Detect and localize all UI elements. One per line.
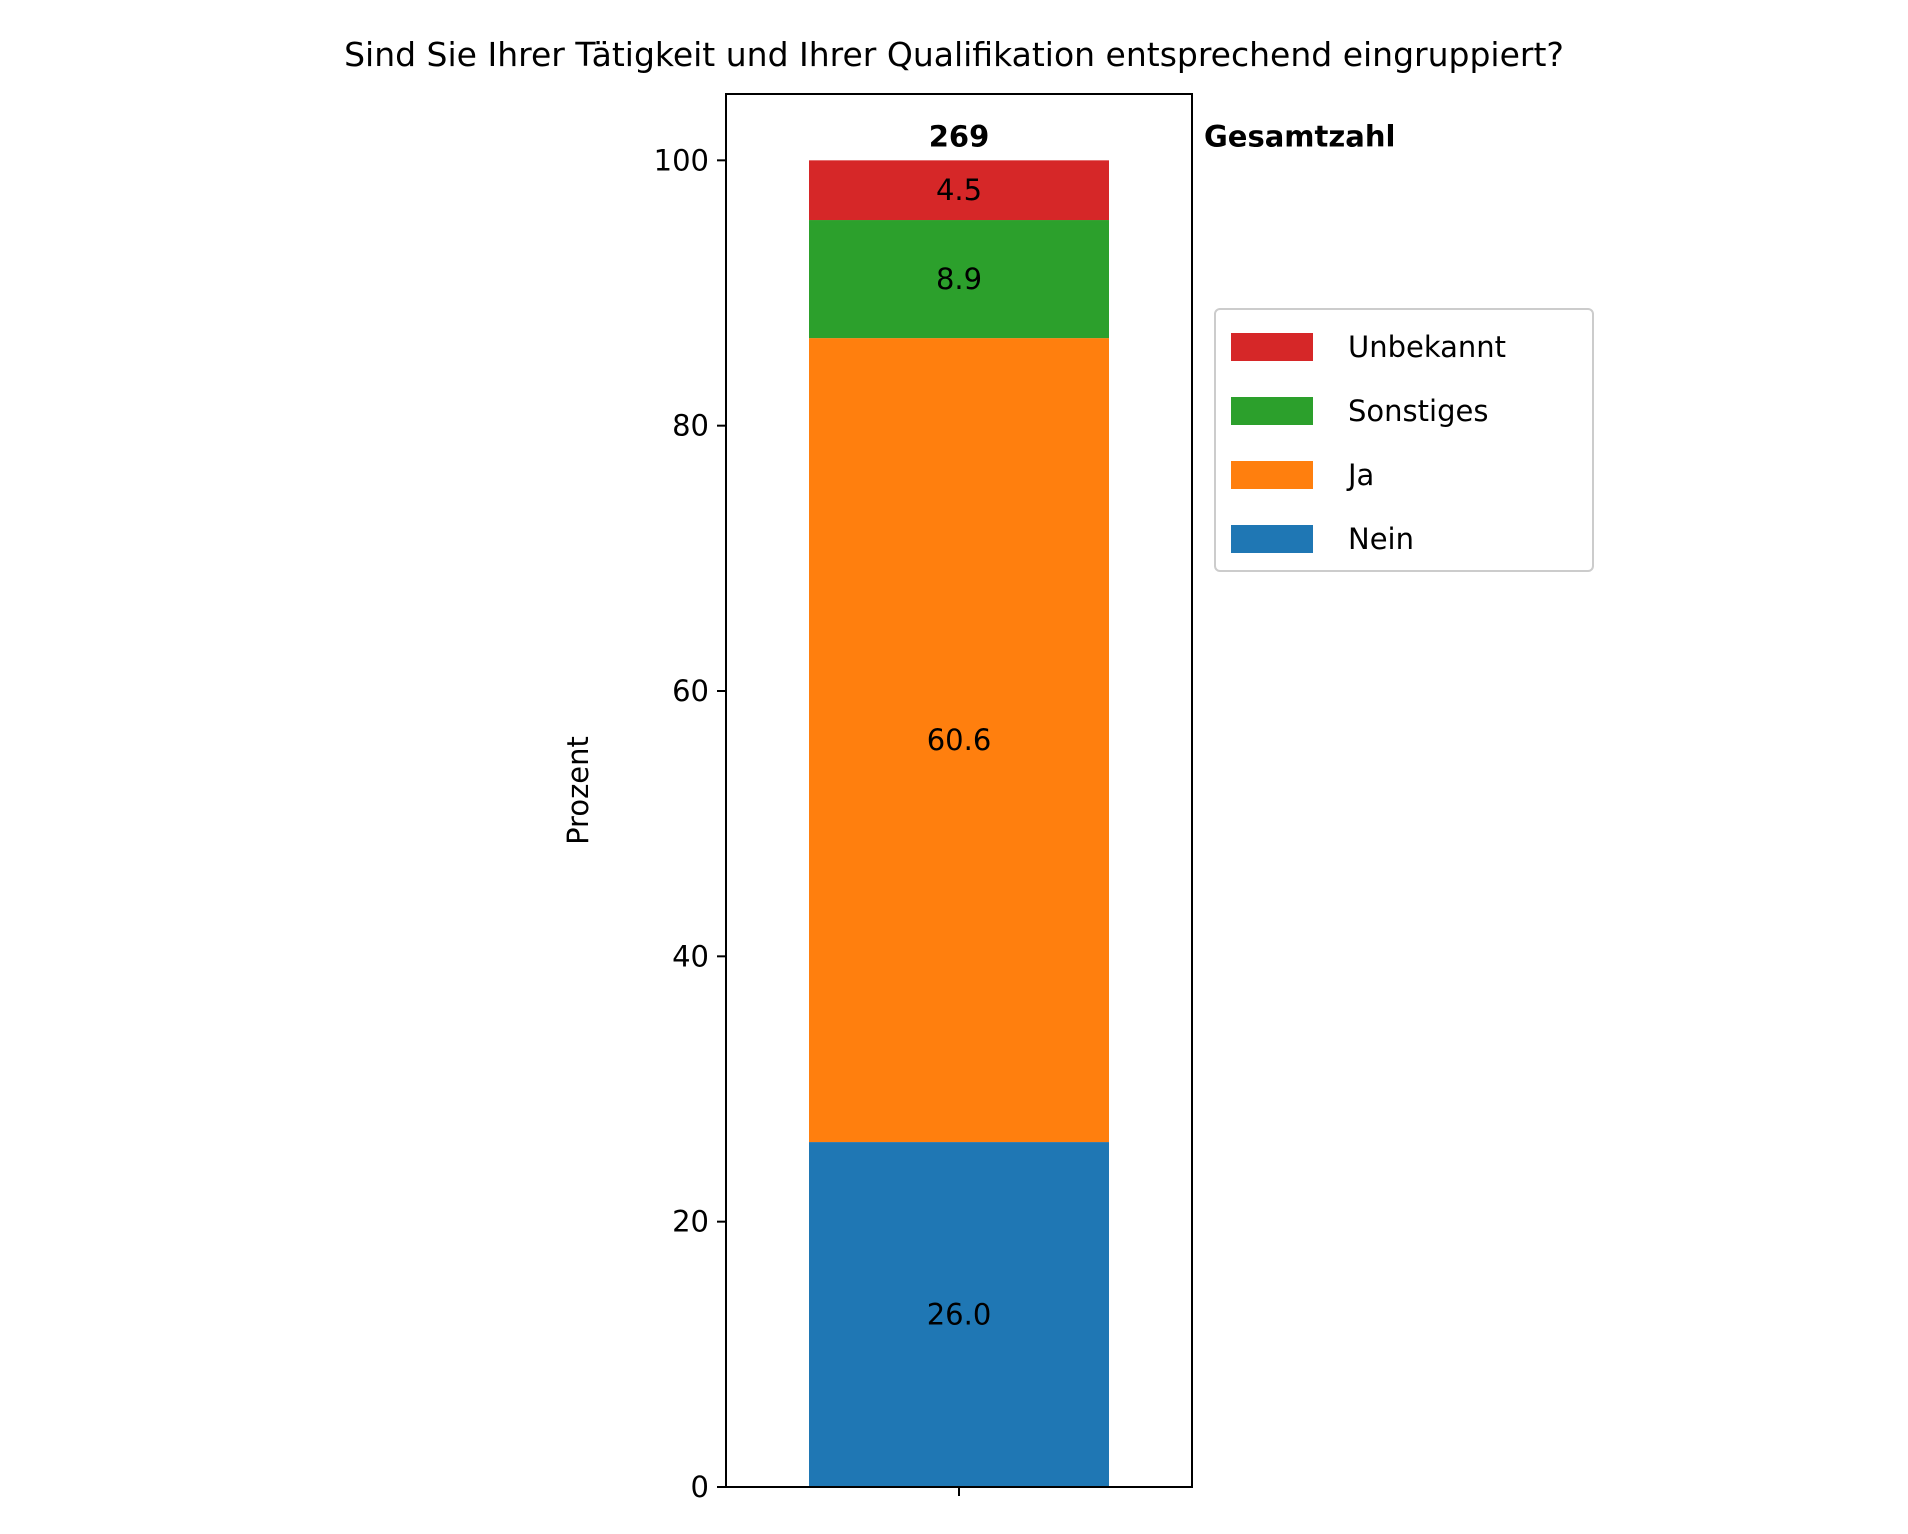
data-label-ja: 60.6 bbox=[927, 723, 992, 757]
chart-title: Sind Sie Ihrer Tätigkeit und Ihrer Quali… bbox=[344, 35, 1564, 74]
bar-segment-unbekannt bbox=[809, 160, 1109, 221]
legend-label-ja: Ja bbox=[1346, 458, 1374, 492]
y-tick-label: 60 bbox=[672, 674, 709, 708]
y-tick-label: 20 bbox=[672, 1205, 709, 1239]
total-count-label: 269 bbox=[929, 119, 990, 153]
data-label-unbekannt: 4.5 bbox=[936, 173, 982, 207]
total-count-caption: Gesamtzahl bbox=[1204, 119, 1395, 153]
legend-box bbox=[1214, 308, 1594, 572]
plot-area: 26.0 60.6 8.9 4.5 0 20 40 60 80 100 bbox=[654, 93, 1193, 1504]
legend-label-unbekannt: Unbekannt bbox=[1348, 330, 1506, 364]
y-tick-label: 40 bbox=[672, 939, 709, 973]
y-tick-label: 80 bbox=[672, 409, 709, 443]
data-label-sonstiges: 8.9 bbox=[936, 262, 982, 296]
legend-label-sonstiges: Sonstiges bbox=[1348, 394, 1488, 428]
legend-swatch-nein bbox=[1231, 525, 1313, 553]
legend-swatch-sonstiges bbox=[1231, 397, 1313, 425]
y-tick-label: 100 bbox=[654, 143, 709, 177]
legend-swatch-unbekannt bbox=[1231, 333, 1313, 361]
y-axis-label: Prozent bbox=[561, 736, 595, 845]
bar-segment-sonstiges bbox=[809, 220, 1109, 339]
legend-label-nein: Nein bbox=[1348, 522, 1414, 556]
legend-swatch-ja bbox=[1231, 461, 1313, 489]
bar-segment-ja bbox=[809, 338, 1109, 1143]
bar-segment-nein bbox=[809, 1142, 1109, 1487]
y-tick-label: 0 bbox=[691, 1470, 709, 1504]
data-label-nein: 26.0 bbox=[927, 1298, 992, 1332]
legend: Unbekannt Sonstiges Ja Nein bbox=[1214, 308, 1594, 572]
